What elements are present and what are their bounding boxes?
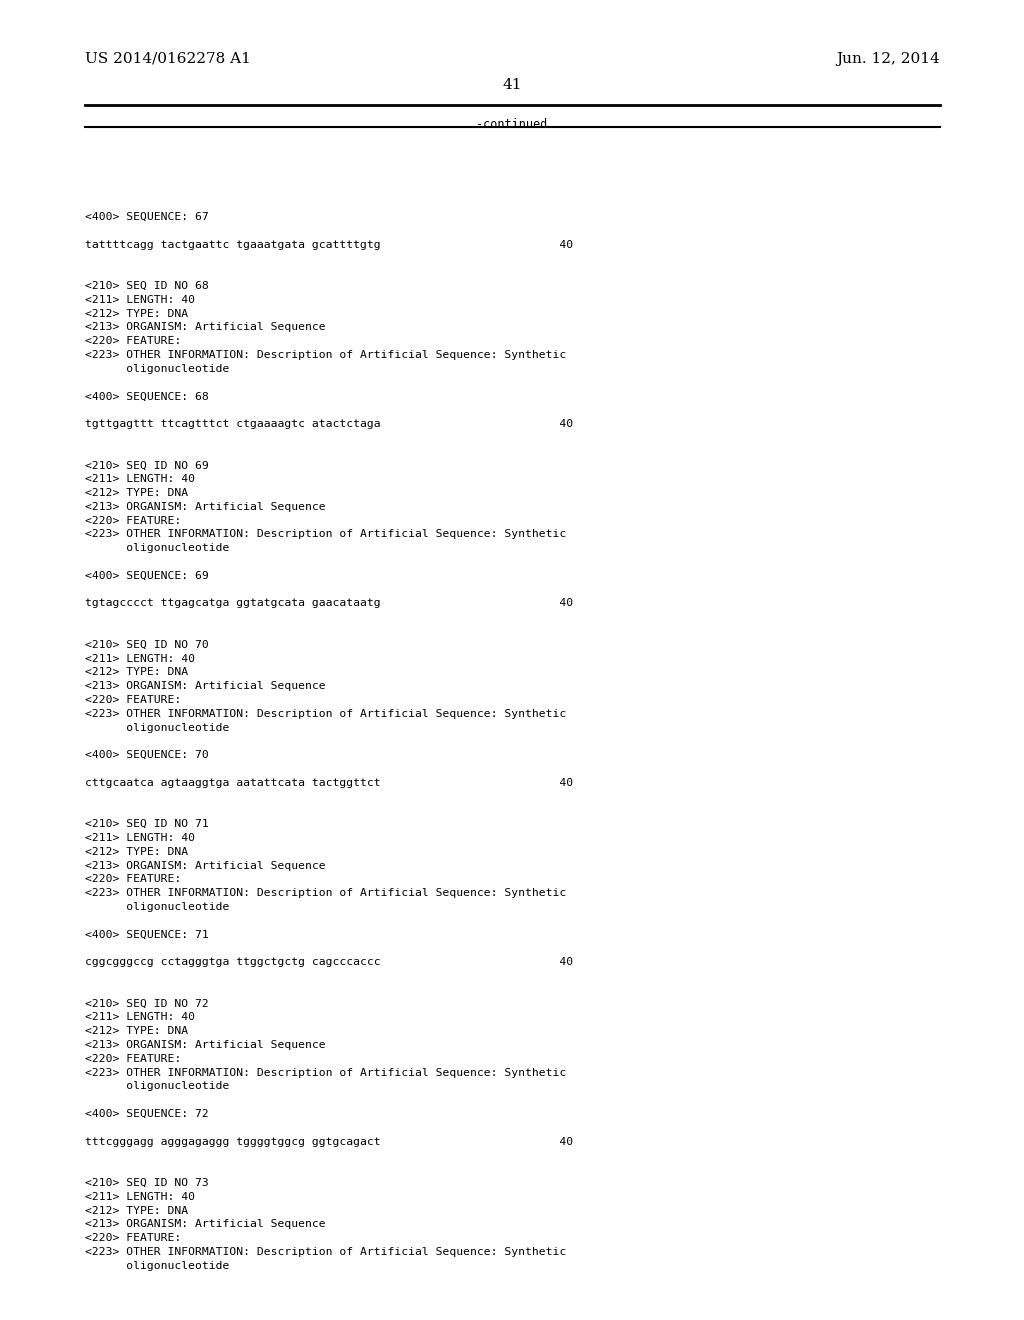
Text: tgtagcccct ttgagcatga ggtatgcata gaacataatg                          40: tgtagcccct ttgagcatga ggtatgcata gaacata… [85, 598, 573, 609]
Text: <220> FEATURE:: <220> FEATURE: [85, 337, 181, 346]
Text: <400> SEQUENCE: 70: <400> SEQUENCE: 70 [85, 750, 209, 760]
Text: oligonucleotide: oligonucleotide [85, 544, 229, 553]
Text: <400> SEQUENCE: 71: <400> SEQUENCE: 71 [85, 929, 209, 940]
Text: <213> ORGANISM: Artificial Sequence: <213> ORGANISM: Artificial Sequence [85, 1040, 326, 1049]
Text: <210> SEQ ID NO 72: <210> SEQ ID NO 72 [85, 999, 209, 1008]
Text: cggcgggccg cctagggtga ttggctgctg cagcccaccc                          40: cggcgggccg cctagggtga ttggctgctg cagccca… [85, 957, 573, 968]
Text: tattttcagg tactgaattc tgaaatgata gcattttgtg                          40: tattttcagg tactgaattc tgaaatgata gcatttt… [85, 240, 573, 249]
Text: oligonucleotide: oligonucleotide [85, 364, 229, 374]
Text: <223> OTHER INFORMATION: Description of Artificial Sequence: Synthetic: <223> OTHER INFORMATION: Description of … [85, 1068, 566, 1077]
Text: <223> OTHER INFORMATION: Description of Artificial Sequence: Synthetic: <223> OTHER INFORMATION: Description of … [85, 1247, 566, 1257]
Text: <210> SEQ ID NO 73: <210> SEQ ID NO 73 [85, 1177, 209, 1188]
Text: <211> LENGTH: 40: <211> LENGTH: 40 [85, 833, 195, 843]
Text: <213> ORGANISM: Artificial Sequence: <213> ORGANISM: Artificial Sequence [85, 861, 326, 871]
Text: <220> FEATURE:: <220> FEATURE: [85, 1233, 181, 1243]
Text: <213> ORGANISM: Artificial Sequence: <213> ORGANISM: Artificial Sequence [85, 681, 326, 692]
Text: <210> SEQ ID NO 68: <210> SEQ ID NO 68 [85, 281, 209, 290]
Text: <400> SEQUENCE: 72: <400> SEQUENCE: 72 [85, 1109, 209, 1119]
Text: <220> FEATURE:: <220> FEATURE: [85, 874, 181, 884]
Text: <211> LENGTH: 40: <211> LENGTH: 40 [85, 1192, 195, 1201]
Text: Jun. 12, 2014: Jun. 12, 2014 [837, 51, 940, 66]
Text: <210> SEQ ID NO 71: <210> SEQ ID NO 71 [85, 820, 209, 829]
Text: <213> ORGANISM: Artificial Sequence: <213> ORGANISM: Artificial Sequence [85, 1220, 326, 1229]
Text: oligonucleotide: oligonucleotide [85, 722, 229, 733]
Text: <211> LENGTH: 40: <211> LENGTH: 40 [85, 294, 195, 305]
Text: <212> TYPE: DNA: <212> TYPE: DNA [85, 309, 188, 318]
Text: <211> LENGTH: 40: <211> LENGTH: 40 [85, 474, 195, 484]
Text: <223> OTHER INFORMATION: Description of Artificial Sequence: Synthetic: <223> OTHER INFORMATION: Description of … [85, 350, 566, 360]
Text: <400> SEQUENCE: 67: <400> SEQUENCE: 67 [85, 213, 209, 222]
Text: <212> TYPE: DNA: <212> TYPE: DNA [85, 488, 188, 498]
Text: <212> TYPE: DNA: <212> TYPE: DNA [85, 668, 188, 677]
Text: <210> SEQ ID NO 69: <210> SEQ ID NO 69 [85, 461, 209, 470]
Text: cttgcaatca agtaaggtga aatattcata tactggttct                          40: cttgcaatca agtaaggtga aatattcata tactggt… [85, 777, 573, 788]
Text: oligonucleotide: oligonucleotide [85, 1081, 229, 1092]
Text: <211> LENGTH: 40: <211> LENGTH: 40 [85, 1012, 195, 1023]
Text: <211> LENGTH: 40: <211> LENGTH: 40 [85, 653, 195, 664]
Text: <220> FEATURE:: <220> FEATURE: [85, 516, 181, 525]
Text: US 2014/0162278 A1: US 2014/0162278 A1 [85, 51, 251, 66]
Text: <213> ORGANISM: Artificial Sequence: <213> ORGANISM: Artificial Sequence [85, 322, 326, 333]
Text: tgttgagttt ttcagtttct ctgaaaagtc atactctaga                          40: tgttgagttt ttcagtttct ctgaaaagtc atactct… [85, 418, 573, 429]
Text: <220> FEATURE:: <220> FEATURE: [85, 1053, 181, 1064]
Text: <210> SEQ ID NO 70: <210> SEQ ID NO 70 [85, 640, 209, 649]
Text: <400> SEQUENCE: 68: <400> SEQUENCE: 68 [85, 392, 209, 401]
Text: -continued: -continued [476, 117, 548, 131]
Text: <223> OTHER INFORMATION: Description of Artificial Sequence: Synthetic: <223> OTHER INFORMATION: Description of … [85, 888, 566, 898]
Text: <223> OTHER INFORMATION: Description of Artificial Sequence: Synthetic: <223> OTHER INFORMATION: Description of … [85, 709, 566, 719]
Text: <220> FEATURE:: <220> FEATURE: [85, 696, 181, 705]
Text: oligonucleotide: oligonucleotide [85, 902, 229, 912]
Text: <400> SEQUENCE: 69: <400> SEQUENCE: 69 [85, 570, 209, 581]
Text: <212> TYPE: DNA: <212> TYPE: DNA [85, 1026, 188, 1036]
Text: 41: 41 [502, 78, 522, 92]
Text: tttcgggagg agggagaggg tggggtggcg ggtgcagact                          40: tttcgggagg agggagaggg tggggtggcg ggtgcag… [85, 1137, 573, 1147]
Text: <223> OTHER INFORMATION: Description of Artificial Sequence: Synthetic: <223> OTHER INFORMATION: Description of … [85, 529, 566, 540]
Text: <213> ORGANISM: Artificial Sequence: <213> ORGANISM: Artificial Sequence [85, 502, 326, 512]
Text: <212> TYPE: DNA: <212> TYPE: DNA [85, 1205, 188, 1216]
Text: <212> TYPE: DNA: <212> TYPE: DNA [85, 847, 188, 857]
Text: oligonucleotide: oligonucleotide [85, 1261, 229, 1271]
